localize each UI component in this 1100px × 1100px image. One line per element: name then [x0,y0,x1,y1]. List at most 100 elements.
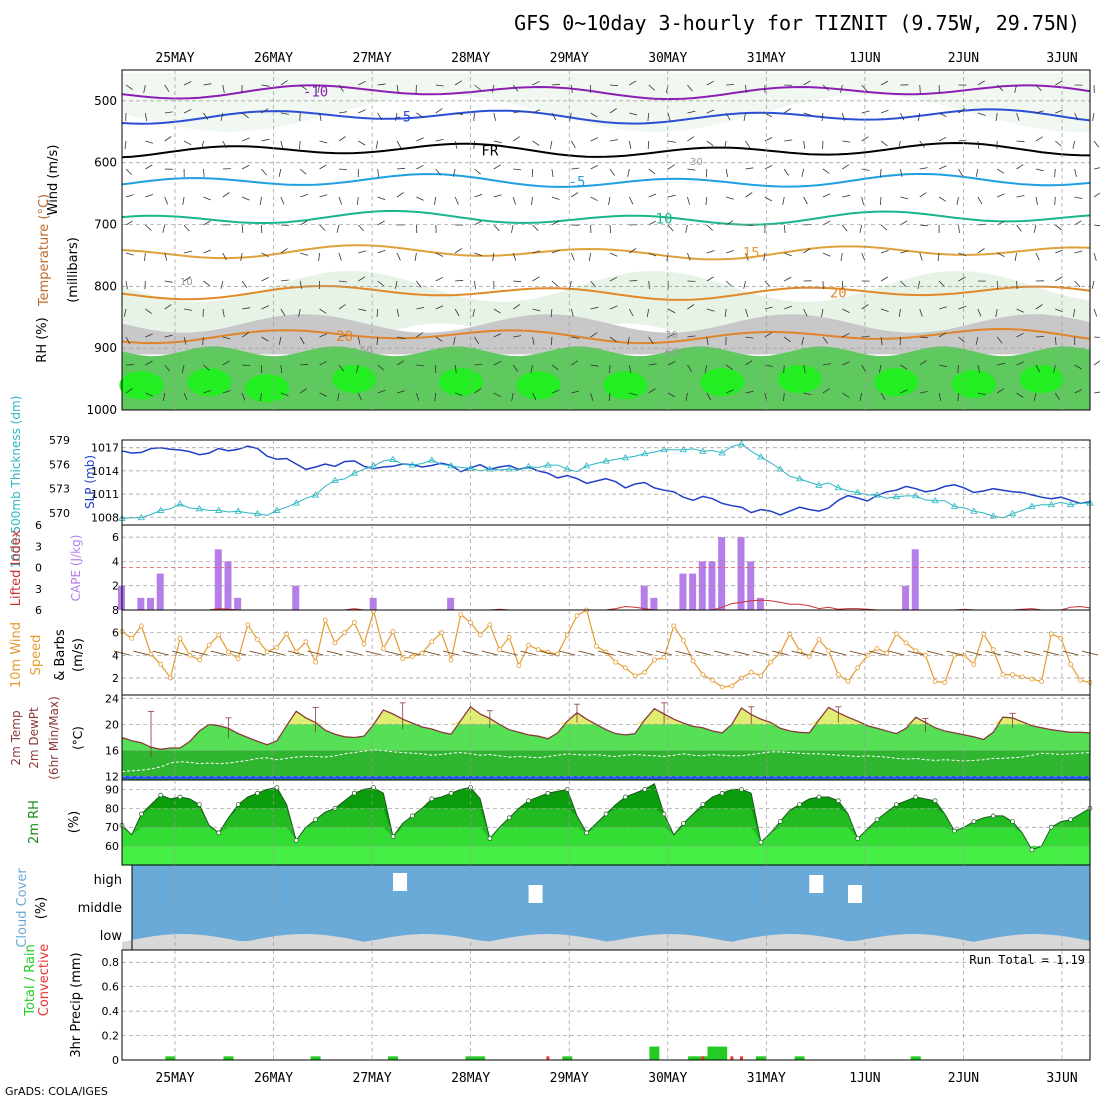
wind-speed-point [874,646,880,651]
wind-barb [299,140,301,150]
rh2m-point [526,798,531,804]
temp-ylabel-3: (6hr Min/Max) [47,696,61,780]
wind-barb [763,252,766,261]
date-label-top-5: 30MAY [648,51,687,66]
wind-barb [1055,276,1063,282]
wind-barb [590,332,598,338]
rh2m-point [952,828,957,834]
wind-barb [377,112,383,121]
cape-bar-21 [911,549,919,610]
wind-barb [706,109,715,114]
wind-barb [145,333,153,338]
wind-barb [938,332,947,338]
wind-barb [358,250,367,254]
wind-barb-10m [985,650,1002,656]
wind-barb [551,112,557,121]
wind-barb [259,196,262,205]
rh2m-point [913,794,919,800]
wind-barb [629,392,638,396]
wind-barb [687,196,690,205]
wind-barb [416,332,424,338]
wind-barb [1033,224,1037,233]
wind-barb [919,224,928,227]
cloud-ylabel: Cloud Cover [15,868,30,948]
panel-frame-precip [121,949,1091,1061]
wind-barb [704,364,708,373]
wind-barb [416,164,424,170]
wind-speed-point [226,649,231,655]
wind-barb [241,392,246,401]
cape-bar-3 [156,573,164,610]
wind-barb [842,308,850,313]
wind-barb [648,336,654,344]
wind-speed-point [942,680,948,685]
rh2m-point [177,794,183,800]
wind-barb [571,192,579,198]
wind-barb [358,109,366,114]
wind-barb [181,364,185,373]
wind-barb [416,364,425,367]
wind-speed-point [197,657,202,663]
wind-barb [376,308,379,318]
wind-barb [647,112,650,122]
wind-barb [300,363,309,366]
wind-barb [706,250,715,254]
thickness-marker [350,469,359,476]
wind-barb [278,168,282,177]
rh2m-point [971,819,977,824]
wind-barb-10m [501,650,518,656]
wind-barb [880,336,883,345]
wind-barb [455,112,463,116]
wind-barb [222,308,225,317]
wind-speed-point [710,677,715,683]
wind-barb [474,84,481,91]
wind-barb [571,167,580,170]
wind-speed-point [400,656,406,662]
wind-barb [241,280,248,288]
wind-barb [183,81,192,86]
wind-barb [513,111,522,114]
wind-barb [1054,336,1057,346]
wind-barb [803,196,808,205]
wind-barb [745,224,754,226]
cape-bar-18 [747,561,755,610]
cape-tick-label-2: 6 [112,531,119,544]
wind-barb-10m [927,650,944,656]
wind-barb [571,360,579,366]
rh2m-point [487,836,493,841]
wind-barb [880,249,889,254]
thickness-marker [215,506,223,513]
wind-barb-10m [481,650,498,656]
wind-barb [1072,140,1076,149]
date-label-top-3: 28MAY [451,51,490,66]
rh2m-tick-label-1: 70 [105,821,119,834]
wind-barb [183,336,187,345]
rh2m-point [139,811,144,817]
precip-tick-label-4: 0.8 [102,956,120,969]
wind-barb [687,110,696,114]
wind-barb [648,193,657,198]
temp-contour-label-4: 10 [656,211,673,227]
upper-ylabel-rh: RH (%) [35,317,50,362]
wind-barb [261,108,269,114]
rh-label-0: 10 [180,277,193,288]
rh2m-point [719,790,725,796]
rh2m-tick-label-3: 90 [105,783,119,796]
wind-barb [319,140,328,144]
wind-barb [124,140,127,149]
wind-speed-point [1039,679,1044,684]
wind-speed-point [516,663,522,668]
wind-barb [977,308,982,317]
date-label-top-7: 1JUN [849,51,880,66]
thickness-tick-label-3: 579 [49,434,70,447]
wind-barb [280,248,288,254]
fill-layer [118,70,1090,1060]
thickness-marker [273,506,281,513]
temp-contour-6 [121,285,1091,301]
rh2m-point [623,794,628,800]
cloud-ylabel-units: (%) [34,897,49,920]
thickness-marker [602,457,610,464]
wind-barb [532,224,539,231]
wind-barb [300,252,309,256]
